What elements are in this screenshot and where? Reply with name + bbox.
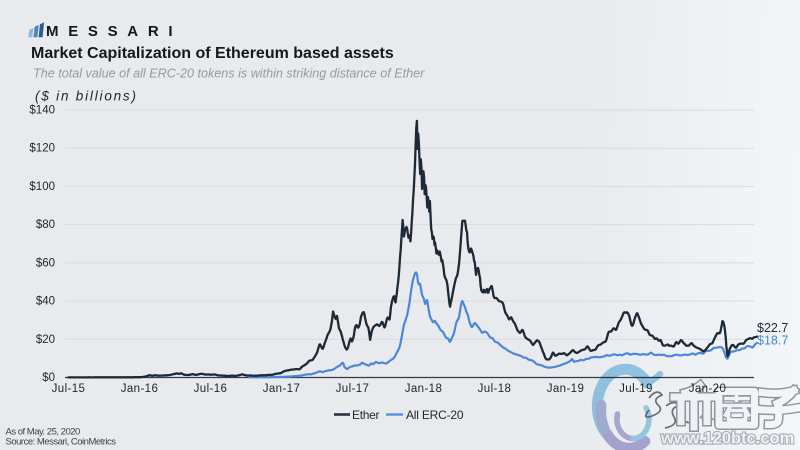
svg-text:Jul-16: Jul-16 bbox=[194, 383, 228, 395]
svg-text:$140: $140 bbox=[29, 105, 55, 117]
svg-text:$80: $80 bbox=[36, 219, 55, 231]
svg-text:$60: $60 bbox=[36, 257, 55, 269]
svg-text:Market Capitalization of Ether: Market Capitalization of Ethereum based … bbox=[31, 45, 394, 62]
svg-text:Ether: Ether bbox=[352, 408, 379, 422]
svg-text:$120: $120 bbox=[29, 143, 55, 155]
svg-text:MESSARI: MESSARI bbox=[46, 23, 182, 40]
svg-text:Jan-16: Jan-16 bbox=[121, 383, 159, 395]
svg-text:Jul-18: Jul-18 bbox=[478, 383, 512, 395]
svg-text:$18.7: $18.7 bbox=[757, 334, 788, 348]
svg-text:Source: Messari, CoinMetrics: Source: Messari, CoinMetrics bbox=[6, 437, 117, 448]
svg-text:Jan-18: Jan-18 bbox=[405, 383, 443, 395]
svg-text:Jul-17: Jul-17 bbox=[336, 383, 370, 395]
svg-text:($ in billions): ($ in billions) bbox=[35, 89, 138, 104]
svg-text:The total value of all ERC-20: The total value of all ERC-20 tokens is … bbox=[33, 67, 425, 81]
svg-text:$0: $0 bbox=[42, 372, 55, 384]
svg-text:$20: $20 bbox=[36, 334, 55, 346]
svg-text:www.120btc.com: www.120btc.com bbox=[660, 430, 794, 448]
svg-text:$100: $100 bbox=[29, 181, 55, 193]
svg-text:As of May. 25, 2020: As of May. 25, 2020 bbox=[6, 427, 81, 438]
svg-text:All ERC-20: All ERC-20 bbox=[406, 408, 464, 422]
svg-text:$22.7: $22.7 bbox=[757, 321, 788, 335]
svg-text:Jan-19: Jan-19 bbox=[547, 383, 585, 395]
svg-text:Jul-15: Jul-15 bbox=[52, 383, 86, 395]
svg-text:$40: $40 bbox=[36, 296, 55, 308]
svg-text:Jan-17: Jan-17 bbox=[263, 383, 301, 395]
